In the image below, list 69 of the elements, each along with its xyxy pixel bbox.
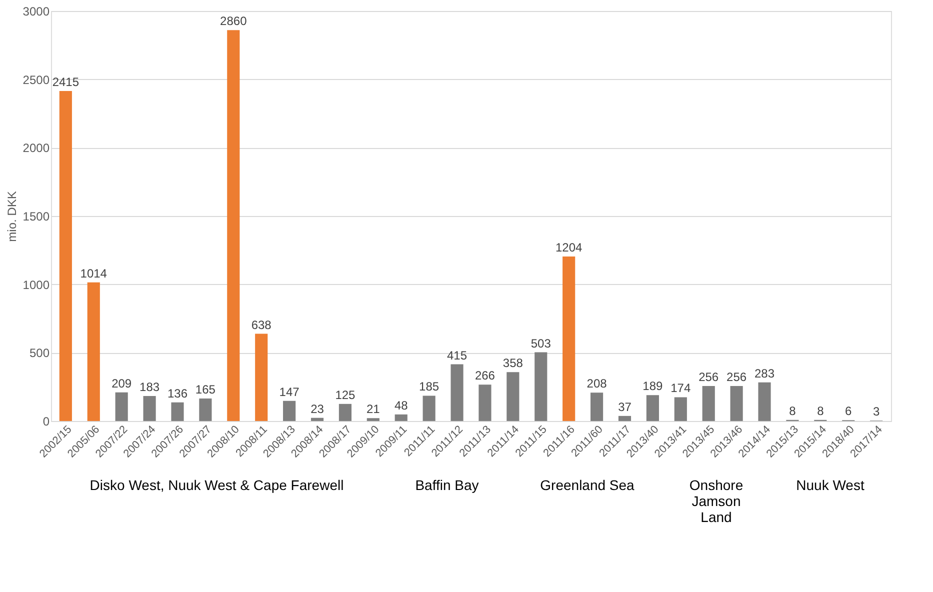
bar [338, 404, 352, 421]
data-label: 2415 [52, 74, 80, 89]
data-label: 209 [112, 376, 132, 390]
data-label: 266 [474, 368, 496, 383]
data-label: 1204 [555, 240, 583, 254]
data-label: 1014 [80, 266, 108, 280]
bar [758, 382, 771, 421]
text: Nuuk West [796, 477, 864, 493]
data-label: 503 [530, 336, 552, 350]
bar [562, 256, 576, 421]
y-tick-label: 3000 [22, 4, 50, 18]
data-label: 358 [502, 356, 524, 370]
data-label: 3 [872, 404, 880, 419]
data-label: 136 [167, 386, 188, 400]
bar [394, 414, 408, 421]
data-label: 125 [335, 388, 356, 402]
y-tick-label: 1000 [22, 278, 50, 292]
bar [255, 334, 268, 421]
y-tick-label: 0 [42, 414, 50, 428]
bar [59, 90, 72, 421]
y-axis-title: mio. DKK [4, 191, 19, 242]
bar [422, 396, 436, 421]
bar [227, 30, 240, 421]
y-tick-label: 1500 [22, 210, 50, 224]
bar [143, 396, 156, 421]
bar [366, 418, 380, 421]
data-label: 2860 [220, 14, 248, 28]
data-label: 256 [698, 370, 719, 384]
data-label: 37 [618, 400, 632, 414]
data-label: 208 [586, 376, 608, 391]
y-tick-label: 2500 [22, 72, 50, 87]
data-label: 174 [670, 381, 691, 396]
bar [730, 386, 743, 421]
bar [534, 352, 548, 421]
data-label: 183 [140, 380, 160, 394]
text: Disko West, Nuuk West & Cape Farewell [90, 477, 344, 493]
data-label: 185 [419, 380, 440, 394]
data-label: 189 [642, 379, 664, 394]
data-label: 21 [366, 402, 380, 416]
text: Onshore Jamson Land [689, 477, 744, 525]
data-label: 638 [251, 318, 272, 332]
bar [506, 372, 520, 421]
bar [87, 282, 100, 421]
bar [450, 364, 464, 421]
bar [618, 416, 632, 421]
data-label: 147 [279, 384, 300, 399]
data-label: 8 [817, 404, 824, 418]
data-label: 6 [845, 404, 852, 418]
bar [310, 418, 324, 421]
text: Greenland Sea [540, 477, 635, 493]
bar [115, 392, 128, 421]
data-label: 256 [726, 370, 747, 384]
data-label: 283 [754, 366, 775, 380]
bar [674, 397, 687, 421]
bar [171, 402, 184, 421]
bar [590, 392, 604, 421]
data-label: 23 [310, 402, 324, 416]
data-label: 415 [447, 348, 468, 362]
text: Baffin Bay [415, 477, 479, 493]
bar [199, 398, 212, 421]
bar [646, 395, 659, 421]
bar [702, 386, 715, 421]
bar [478, 384, 492, 421]
bar [283, 400, 296, 421]
y-tick-label: 2000 [22, 141, 50, 156]
data-label: 8 [789, 404, 796, 418]
data-label: 48 [394, 398, 408, 412]
data-label: 165 [195, 382, 216, 396]
y-tick-label: 500 [29, 346, 50, 360]
